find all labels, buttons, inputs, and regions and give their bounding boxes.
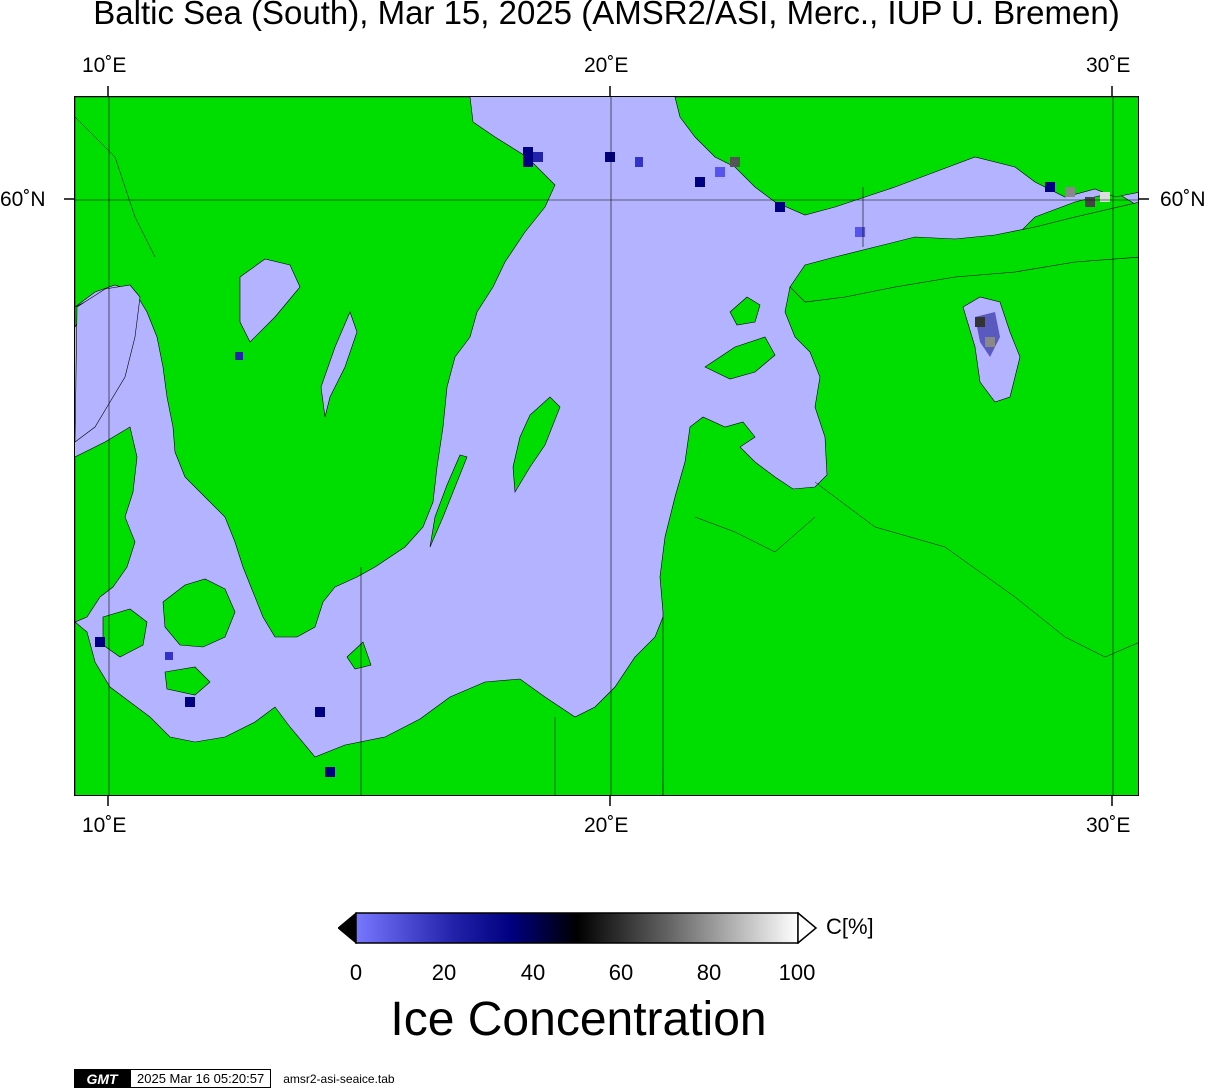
- country-borders: [75, 116, 1138, 795]
- land-zealand: [162, 578, 236, 648]
- colorbar-tick-80: 80: [696, 960, 722, 985]
- lake-vattern: [320, 311, 358, 418]
- bottom-lon-label-20e: 20˚E: [584, 814, 629, 837]
- colorbar-unit: C[%]: [826, 914, 874, 939]
- land-sweden: [75, 97, 556, 638]
- top-lon-label-10e: 10˚E: [82, 54, 127, 77]
- land-estonia: [789, 202, 1138, 303]
- colorbar-tick-100: 100: [778, 960, 816, 985]
- colorbar-over-arrow: [797, 912, 818, 944]
- land-oland: [429, 454, 468, 548]
- land-bornholm: [346, 641, 372, 670]
- gmt-timestamp-footer: GMT 2025 Mar 16 05:20:57 amsr2-asi-seaic…: [74, 1068, 395, 1089]
- top-lon-label-30e: 30˚E: [1086, 54, 1131, 77]
- ice-concentration-map: [74, 96, 1139, 796]
- colorbar-tick-20: 20: [431, 960, 457, 985]
- water-oslofjord: [75, 284, 141, 443]
- colorbar-title: Ice Concentration: [390, 993, 767, 1046]
- top-lon-label-20e: 20˚E: [584, 54, 629, 77]
- bottom-lon-label-30e: 30˚E: [1086, 814, 1131, 837]
- graticule: [75, 97, 1138, 795]
- lake-vanern: [239, 258, 301, 343]
- colorbar-tick-60: 60: [608, 960, 634, 985]
- right-lat-label-60n: 60˚N: [1160, 188, 1206, 211]
- land-gotland: [512, 396, 561, 493]
- ice-concentration-colorbar: [338, 912, 818, 944]
- land-germany-poland: [75, 611, 666, 795]
- land-jutland: [75, 426, 138, 623]
- colorbar-gradient: [355, 912, 799, 944]
- ice-pixels: [95, 147, 1110, 777]
- bottom-lon-label-10e: 10˚E: [82, 814, 127, 837]
- timestamp: 2025 Mar 16 05:20:57: [130, 1069, 272, 1088]
- land-saaremaa: [704, 336, 776, 380]
- colorbar-tick-40: 40: [520, 960, 546, 985]
- gmt-logo: GMT: [74, 1069, 130, 1088]
- command-label: amsr2-asi-seaice.tab: [283, 1071, 395, 1086]
- map-title: Baltic Sea (South), Mar 15, 2025 (AMSR2/…: [93, 0, 1120, 31]
- colorbar-under-arrow: [338, 912, 357, 944]
- land-lolland: [164, 666, 211, 696]
- land-hiiumaa: [729, 296, 761, 326]
- left-lat-label-60n: 60˚N: [0, 188, 46, 211]
- colorbar-tick-0: 0: [349, 960, 363, 985]
